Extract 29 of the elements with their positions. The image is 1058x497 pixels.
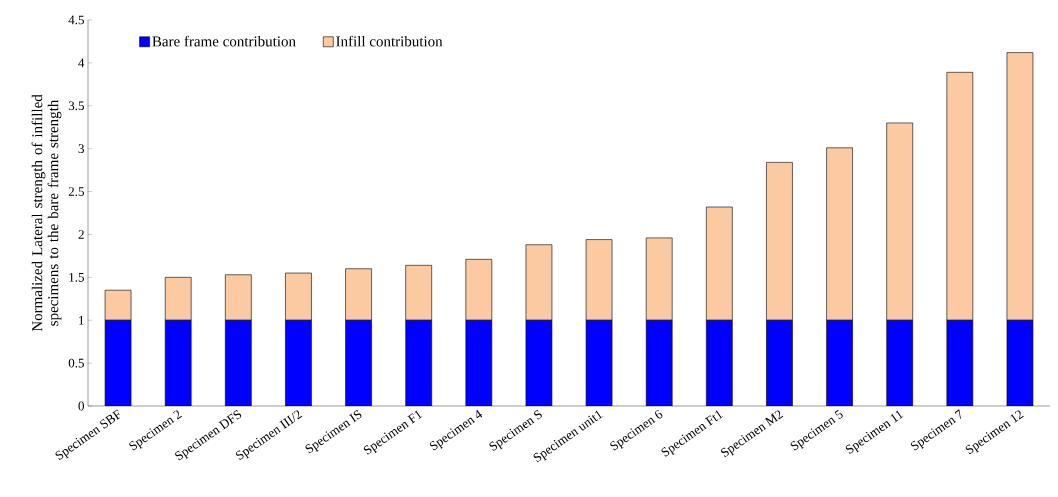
bar — [345, 320, 372, 406]
y-tick-label: 0.5 — [68, 358, 84, 368]
y-tick-label: 4 — [78, 58, 85, 68]
bar — [586, 320, 613, 406]
bar — [105, 320, 132, 406]
bar — [766, 320, 793, 406]
bar — [165, 320, 192, 406]
legend-label: Infill contribution — [336, 35, 443, 47]
bar — [646, 320, 673, 406]
y-tick-label: 0 — [78, 401, 84, 411]
bar — [706, 320, 733, 406]
y-tick-label: 4.5 — [68, 15, 84, 25]
bar — [826, 320, 853, 406]
legend-label: Bare frame contribution — [152, 35, 296, 47]
bar — [1006, 319, 1034, 406]
bar — [946, 320, 973, 406]
bar — [465, 320, 492, 406]
y-tick-label: 1 — [79, 315, 84, 325]
y-tick-label: 3 — [78, 144, 84, 154]
y-tick-label: 3.5 — [68, 101, 84, 111]
bar — [405, 320, 432, 406]
y-axis-title: Normalized Lateral strength of infilled specimens to the bare frame strength — [31, 94, 62, 332]
y-tick-label: 2.5 — [68, 187, 84, 196]
bar — [886, 320, 913, 406]
y-tick-label: 1.5 — [69, 272, 84, 282]
bar — [525, 320, 552, 406]
bar — [225, 320, 252, 406]
bar — [285, 320, 312, 406]
y-tick-label: 2 — [78, 230, 84, 239]
